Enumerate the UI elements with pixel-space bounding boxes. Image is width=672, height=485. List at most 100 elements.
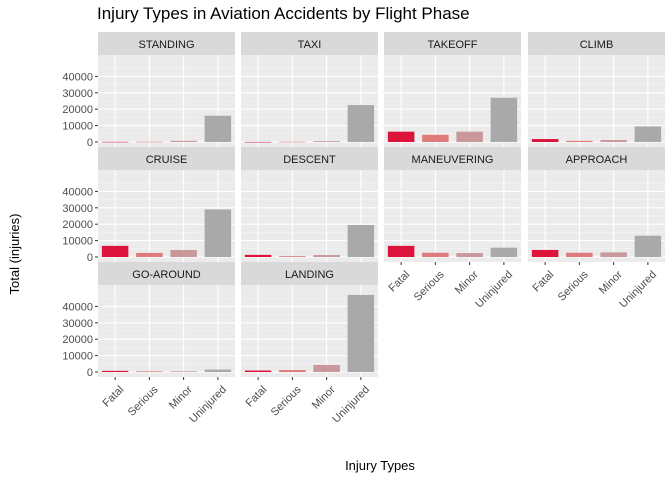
x-tick-label: Serious — [556, 268, 591, 303]
x-tick-label: Uninjured — [187, 384, 229, 426]
bar-minor — [600, 140, 627, 142]
y-tick-label: 30000 — [62, 88, 93, 100]
y-tick-label: 0 — [87, 367, 93, 379]
facet-strip — [98, 32, 235, 55]
bar-serious — [422, 252, 449, 257]
y-tick-label: 0 — [87, 137, 93, 149]
bar-uninjured — [204, 115, 232, 142]
facet-strip-label: TAXI — [298, 39, 322, 51]
bar-fatal — [387, 131, 415, 142]
facet-strip — [241, 32, 378, 55]
bar-serious — [279, 141, 306, 143]
bar-minor — [456, 131, 483, 142]
facet-strip — [241, 147, 378, 170]
y-axis-label: Total (injuries) — [7, 214, 22, 295]
y-tick-label: 40000 — [62, 186, 93, 198]
x-tick-label: Fatal — [244, 384, 270, 410]
bar-serious — [422, 134, 449, 142]
bar-fatal — [244, 254, 272, 257]
facet-taxi: TAXI — [241, 32, 378, 147]
facet-grid: STANDING 0 10000 20000 30000 40000 TAXI TAKEOFF… — [62, 32, 665, 426]
x-tick-label: Minor — [597, 268, 625, 296]
facet-go-around: GO-AROUND 0 10000 20000 30000 40000 Fatal Serio… — [62, 262, 235, 426]
y-tick-label: 20000 — [62, 334, 93, 346]
x-tick-label: Fatal — [101, 384, 127, 410]
x-tick-label: Fatal — [531, 269, 557, 295]
x-tick-label: Fatal — [387, 269, 413, 295]
facet-strip-label: CRUISE — [146, 154, 188, 166]
bar-serious — [136, 252, 163, 257]
bar-minor — [170, 249, 197, 257]
chart-title: Injury Types in Aviation Accidents by Fl… — [97, 4, 470, 23]
bar-uninjured — [204, 209, 232, 257]
bar-uninjured — [634, 126, 662, 142]
facet-strip-label: DESCENT — [283, 154, 336, 166]
bar-minor — [313, 141, 340, 142]
x-tick-label: Uninjured — [617, 269, 659, 311]
bar-uninjured — [634, 235, 662, 257]
bar-fatal — [531, 249, 559, 257]
facet-strip — [241, 262, 378, 285]
facet-strip-label: STANDING — [138, 39, 194, 51]
y-tick-label: 10000 — [62, 121, 93, 133]
facet-descent: DESCENT — [241, 147, 378, 262]
bar-serious — [566, 140, 593, 142]
bar-uninjured — [204, 369, 232, 372]
facet-strip — [384, 147, 521, 170]
bar-serious — [279, 370, 306, 372]
bar-serious — [279, 256, 306, 257]
facet-strip-label: APPROACH — [566, 154, 628, 166]
bar-uninjured — [347, 294, 375, 372]
bar-minor — [600, 252, 627, 257]
bar-minor — [313, 364, 340, 372]
bar-serious — [566, 252, 593, 257]
bar-fatal — [244, 141, 272, 143]
bar-fatal — [531, 139, 559, 142]
x-tick-label: Minor — [453, 268, 481, 296]
y-tick-label: 20000 — [62, 219, 93, 231]
bar-fatal — [244, 370, 272, 372]
facet-strip-label: CLIMB — [580, 39, 614, 51]
facet-strip — [528, 147, 665, 170]
facet-strip — [98, 262, 235, 285]
x-tick-label: Serious — [412, 268, 447, 303]
y-tick-label: 30000 — [62, 203, 93, 215]
facet-strip-label: MANEUVERING — [412, 154, 494, 166]
x-tick-label: Uninjured — [330, 384, 372, 426]
facet-strip-label: TAKEOFF — [428, 39, 478, 51]
bar-uninjured — [347, 105, 375, 142]
facet-takeoff: TAKEOFF — [384, 32, 521, 147]
y-tick-label: 30000 — [62, 318, 93, 330]
bar-uninjured — [490, 247, 518, 257]
x-tick-label: Uninjured — [473, 269, 515, 311]
facet-strip — [98, 147, 235, 170]
bar-minor — [170, 371, 197, 372]
bar-fatal — [101, 141, 129, 143]
bar-minor — [170, 140, 197, 142]
bar-serious — [136, 371, 163, 372]
y-tick-label: 0 — [87, 252, 93, 264]
y-tick-label: 40000 — [62, 71, 93, 83]
x-axis-label: Injury Types — [345, 458, 415, 473]
x-tick-label: Serious — [126, 383, 161, 418]
x-tick-label: Minor — [310, 383, 338, 411]
bar-fatal — [101, 370, 129, 372]
bar-uninjured — [490, 97, 518, 142]
y-tick-label: 10000 — [62, 236, 93, 248]
y-tick-label: 10000 — [62, 351, 93, 363]
bar-fatal — [387, 245, 415, 257]
facet-cruise: CRUISE 0 10000 20000 30000 40000 — [62, 147, 235, 264]
bar-serious — [136, 141, 163, 143]
bar-minor — [456, 253, 483, 257]
bar-fatal — [101, 245, 129, 257]
facet-strip-label: GO-AROUND — [132, 269, 201, 281]
x-tick-label: Serious — [269, 383, 304, 418]
y-tick-label: 20000 — [62, 104, 93, 116]
facet-standing: STANDING 0 10000 20000 30000 40000 — [62, 32, 235, 149]
y-tick-label: 40000 — [62, 301, 93, 313]
